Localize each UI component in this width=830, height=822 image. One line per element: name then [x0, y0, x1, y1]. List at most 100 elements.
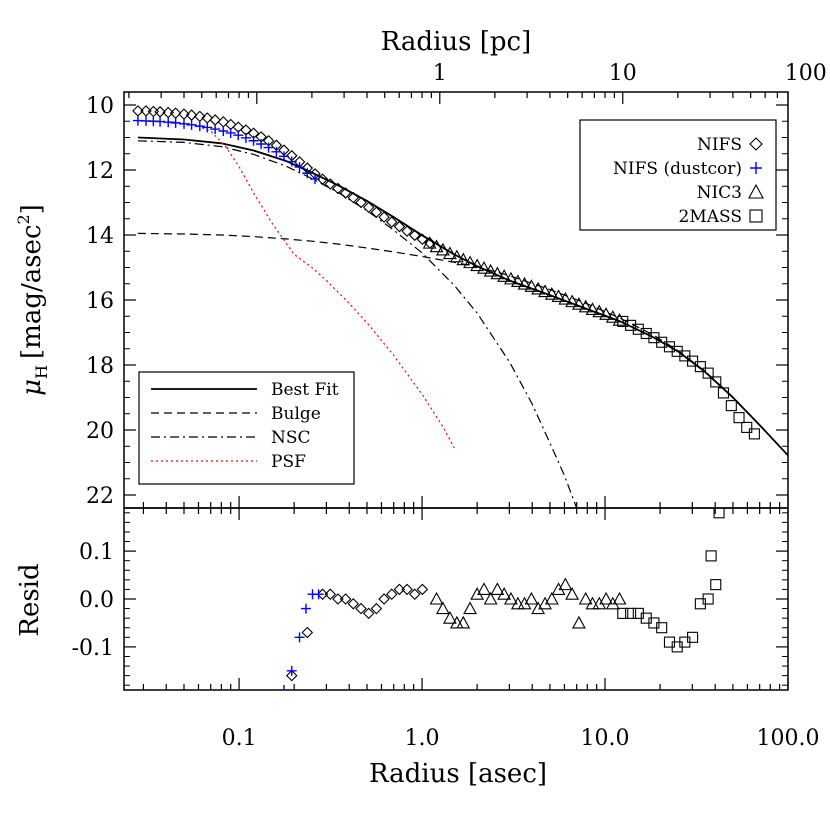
marker-legend-symbol-triangle: [748, 183, 764, 199]
point-nifs-dustcor-: [294, 162, 305, 173]
point-nic3: [510, 274, 525, 288]
point-nifs: [209, 114, 221, 126]
y-tick-label-main: 10: [86, 94, 114, 119]
resid-plot-area: [279, 508, 725, 690]
resid-point-nifs-dustcor-: [286, 665, 297, 676]
point-nifs-dustcor-: [286, 156, 297, 167]
main-axis-label: μH [mag/asec2]: [14, 204, 51, 396]
ylabel-sup: 2: [14, 214, 33, 224]
resid-point-nic3: [605, 596, 620, 610]
point-nifs: [347, 191, 360, 204]
resid-point-nic3: [565, 587, 580, 600]
y-tick-label-resid: -0.1: [72, 636, 114, 661]
resid-point-nic3: [429, 591, 444, 605]
point-nifs: [378, 211, 390, 223]
point-2mass: [717, 387, 730, 399]
point-nic3: [558, 291, 573, 305]
resid-point-nic3: [483, 591, 498, 605]
marker-legend-symbol-plus: [750, 162, 762, 174]
model-curve-psf: [137, 120, 455, 449]
point-nifs: [416, 233, 429, 246]
resid-point-nifs-dustcor-: [313, 589, 324, 600]
point-2mass: [625, 319, 637, 331]
point-nic3: [442, 246, 457, 260]
marker-legend-box: [579, 119, 777, 231]
point-2mass: [617, 315, 629, 328]
resid-point-nic3: [551, 582, 566, 595]
point-nifs-dustcor-: [271, 146, 282, 157]
point-nic3: [612, 313, 627, 326]
ylabel-unit: [mag/asec: [17, 224, 47, 359]
y-tick-label-main: 12: [86, 159, 114, 184]
point-nic3: [538, 284, 552, 298]
point-2mass: [710, 376, 722, 388]
top-tick-label: 10: [609, 61, 637, 86]
y-tick-label-main: 22: [86, 484, 114, 509]
point-nic3: [544, 287, 559, 300]
resid-point-nic3: [544, 591, 559, 605]
point-nifs-dustcor-: [302, 168, 313, 179]
resid-point-2mass: [625, 607, 637, 619]
point-nic3: [524, 279, 539, 292]
line-legend-label: PSF: [271, 452, 306, 472]
point-nifs: [370, 206, 383, 219]
point-nifs: [140, 105, 152, 117]
point-nic3: [477, 261, 491, 274]
resid-point-nic3: [538, 596, 552, 610]
point-nifs: [393, 220, 406, 233]
resid-point-nifs: [347, 598, 360, 610]
resid-point-nifs: [362, 607, 375, 620]
point-nic3: [490, 266, 505, 280]
point-nifs: [401, 225, 413, 237]
resid-point-nic3: [517, 596, 532, 610]
marker-legend-label: NIC3: [697, 183, 742, 203]
top-tick-label: 1: [433, 61, 447, 86]
top-axis-label: Radius [pc]: [381, 27, 531, 57]
x-tick-label: 0.1: [222, 726, 257, 751]
point-nic3: [585, 302, 600, 315]
top-tick-label: 100: [785, 61, 827, 86]
point-nic3: [592, 304, 607, 318]
marker-legend-symbol-square: [749, 209, 763, 223]
ylabel-close: ]: [17, 204, 47, 214]
bottom-axis-label: Radius [asec]: [369, 759, 547, 789]
resid-point-nic3: [442, 611, 457, 624]
point-nic3: [497, 269, 512, 282]
resid-point-nifs: [408, 588, 421, 600]
x-tick-label: 100.0: [757, 726, 820, 751]
resid-point-nifs: [324, 588, 337, 600]
resid-point-nic3: [558, 577, 573, 591]
point-nifs: [316, 173, 329, 185]
point-nifs-dustcor-: [186, 119, 197, 130]
point-nic3: [605, 310, 620, 323]
resid-panel-frame: [123, 507, 789, 691]
point-nic3: [422, 235, 437, 249]
point-nifs: [408, 229, 421, 242]
point-nic3: [503, 271, 518, 285]
marker-legend-label: NIFS (dustcor): [613, 159, 742, 179]
resid-point-nic3: [456, 615, 471, 629]
resid-point-2mass: [705, 550, 717, 562]
resid-point-nifs: [385, 588, 398, 600]
resid-point-nifs: [393, 583, 406, 596]
line-legend-label: Best Fit: [271, 380, 339, 400]
point-nifs-dustcor-: [248, 135, 259, 146]
model-curve-nsc: [137, 140, 578, 508]
resid-point-nifs: [378, 593, 390, 605]
point-2mass: [694, 361, 706, 373]
resid-point-nic3: [497, 587, 512, 600]
main-plot-area: [132, 105, 788, 508]
resid-point-nic3: [592, 596, 607, 610]
point-nic3: [463, 255, 478, 269]
resid-point-nifs: [370, 602, 383, 615]
resid-point-nifs-dustcor-: [279, 685, 290, 690]
point-nic3: [435, 242, 450, 256]
point-nifs-dustcor-: [170, 117, 181, 128]
resid-point-nifs: [416, 583, 429, 596]
ylabel-mu: μ: [17, 379, 47, 396]
point-nifs-dustcor-: [256, 139, 267, 149]
resid-point-nifs: [355, 602, 367, 615]
point-nifs-dustcor-: [194, 121, 205, 132]
resid-point-nifs-dustcor-: [294, 632, 305, 643]
